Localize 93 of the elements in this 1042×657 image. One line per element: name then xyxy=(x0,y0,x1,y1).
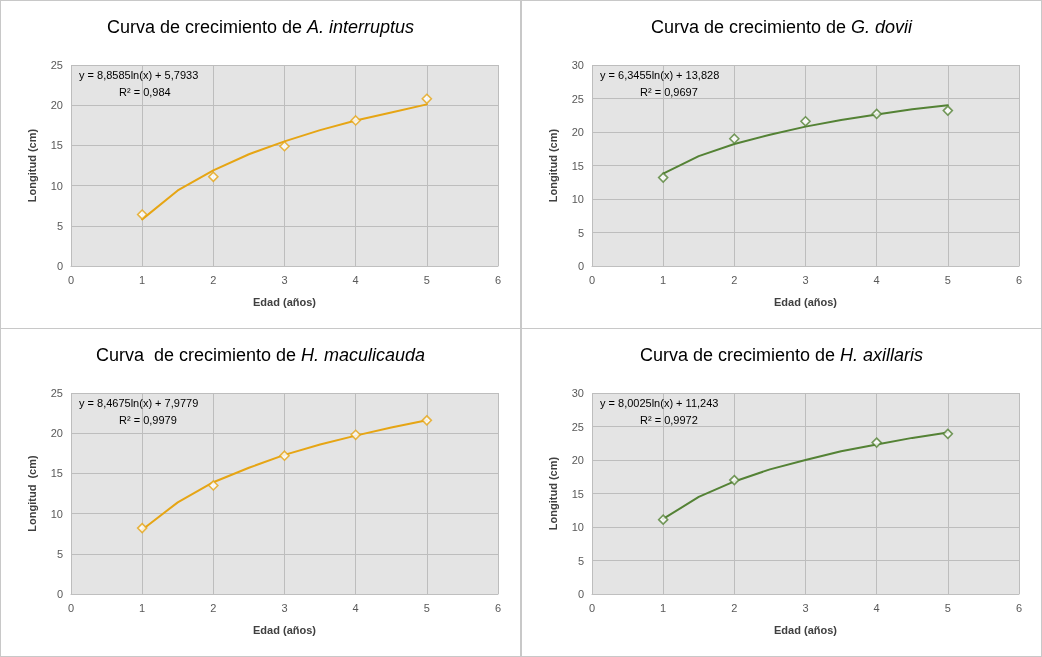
point xyxy=(871,437,882,448)
point xyxy=(136,209,148,220)
annotation: y = 8,8585ln(x) + 5,7933 xyxy=(79,68,199,81)
point xyxy=(729,474,740,486)
x-tick-label: 6 xyxy=(494,273,502,286)
point xyxy=(657,172,669,183)
x-tick-label: 3 xyxy=(281,601,288,614)
y-tick-label: 10 xyxy=(50,179,63,192)
x-tick-label: 1 xyxy=(660,273,667,286)
x-tick-label: 1 xyxy=(139,273,146,286)
x-tick-label: 4 xyxy=(352,273,359,286)
y-tick-label: 25 xyxy=(571,420,584,433)
point xyxy=(942,428,954,440)
chart-title: Curva de crecimiento de A. interruptus xyxy=(106,17,415,37)
point xyxy=(208,171,219,183)
y-tick-label: 15 xyxy=(50,467,63,480)
x-tick-label: 6 xyxy=(494,601,502,614)
point xyxy=(942,105,954,116)
y-axis-title: Longitud (cm) xyxy=(25,454,38,532)
x-axis-title: Edad (años) xyxy=(774,295,838,308)
x-tick-label: 6 xyxy=(1015,273,1023,286)
x-tick-label: 1 xyxy=(139,601,146,614)
x-tick-label: 4 xyxy=(873,601,880,614)
x-axis-title: Edad (años) xyxy=(253,623,317,636)
y-tick-label: 10 xyxy=(571,521,584,533)
point xyxy=(657,514,669,525)
point xyxy=(421,93,433,105)
y-tick-label: 20 xyxy=(50,427,63,440)
annotation: R² = 0,984 xyxy=(119,85,171,98)
annotation: R² = 0,9979 xyxy=(119,413,177,426)
annotation: y = 8,0025ln(x) + 11,243 xyxy=(600,396,719,409)
y-axis-title: Longitud (cm) xyxy=(546,128,559,203)
x-tick-label: 2 xyxy=(731,273,738,286)
point xyxy=(729,133,740,144)
point xyxy=(208,480,219,491)
y-tick-label: 20 xyxy=(571,126,584,138)
x-tick-label: 1 xyxy=(660,601,667,614)
point xyxy=(800,115,811,127)
x-tick-label: 6 xyxy=(1015,601,1023,614)
y-tick-label: 5 xyxy=(56,219,63,232)
x-tick-label: 4 xyxy=(352,601,359,614)
y-tick-label: 25 xyxy=(571,92,584,105)
x-tick-label: 2 xyxy=(210,273,217,286)
annotation: R² = 0,9972 xyxy=(640,413,698,426)
x-tick-label: 2 xyxy=(731,601,738,614)
y-tick-label: 10 xyxy=(50,507,63,520)
y-axis-title: Longitud (cm) xyxy=(546,456,559,531)
y-tick-label: 15 xyxy=(571,159,584,172)
point xyxy=(350,115,361,126)
point xyxy=(350,429,361,441)
chart-title: Curva de crecimiento de H. maculicauda xyxy=(95,345,426,365)
y-axis-title: Longitud (cm) xyxy=(25,128,38,203)
y-tick-label: 10 xyxy=(571,193,584,205)
chart-title: Curva de crecimiento de G. dovii xyxy=(650,17,914,37)
x-axis-title: Edad (años) xyxy=(253,295,317,308)
y-tick-label: 30 xyxy=(571,387,584,399)
annotation: y = 8,4675ln(x) + 7,9779 xyxy=(79,396,199,409)
y-tick-label: 0 xyxy=(56,260,63,272)
y-tick-label: 5 xyxy=(577,554,584,567)
x-tick-label: 5 xyxy=(423,273,430,286)
y-tick-label: 25 xyxy=(50,59,63,71)
x-tick-label: 0 xyxy=(588,601,596,614)
x-tick-label: 5 xyxy=(944,601,951,614)
x-tick-label: 2 xyxy=(210,601,217,614)
x-tick-label: 3 xyxy=(802,601,809,614)
point xyxy=(136,522,148,534)
y-tick-label: 5 xyxy=(56,547,63,560)
x-tick-label: 4 xyxy=(873,273,880,286)
y-tick-label: 25 xyxy=(50,387,63,399)
x-tick-label: 0 xyxy=(67,601,75,614)
y-tick-label: 20 xyxy=(50,99,63,112)
y-tick-label: 5 xyxy=(577,226,584,239)
y-tick-label: 0 xyxy=(577,588,584,600)
chart-title: Curva de crecimiento de H. axillaris xyxy=(639,345,924,365)
y-tick-label: 20 xyxy=(571,454,584,466)
x-tick-label: 3 xyxy=(281,273,288,286)
y-tick-label: 15 xyxy=(571,487,584,500)
x-tick-label: 0 xyxy=(67,273,75,286)
x-axis-title: Edad (años) xyxy=(774,623,838,636)
y-tick-label: 0 xyxy=(577,260,584,272)
x-tick-label: 5 xyxy=(423,601,430,614)
point xyxy=(279,450,290,462)
annotation: R² = 0,9697 xyxy=(640,85,698,98)
x-tick-label: 3 xyxy=(802,273,809,286)
x-tick-label: 5 xyxy=(944,273,951,286)
y-tick-label: 30 xyxy=(571,59,584,71)
y-tick-label: 15 xyxy=(50,139,63,152)
x-tick-label: 0 xyxy=(588,273,596,286)
point xyxy=(421,415,433,426)
point xyxy=(871,108,882,120)
point xyxy=(279,140,290,152)
y-tick-label: 0 xyxy=(56,588,63,600)
annotation: y = 6,3455ln(x) + 13,828 xyxy=(600,68,720,81)
